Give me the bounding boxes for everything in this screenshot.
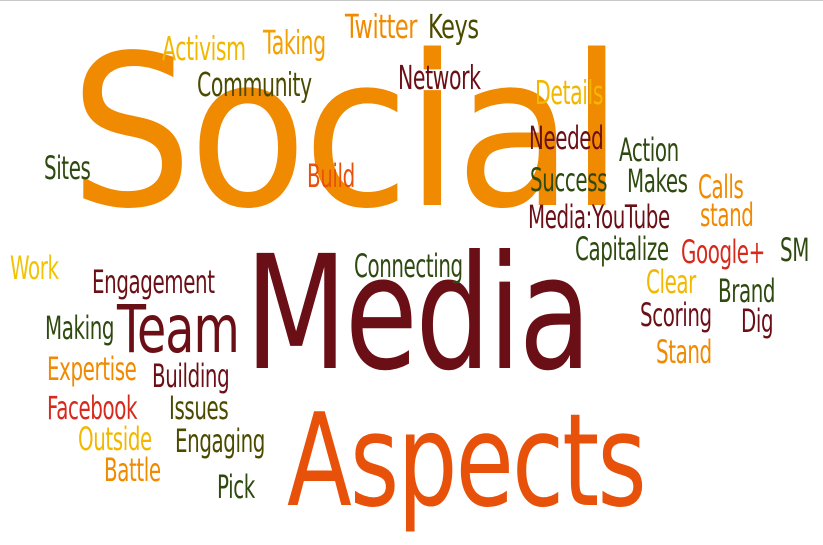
word-success: Success: [530, 161, 608, 199]
word-outside: Outside: [78, 420, 152, 458]
word-clear: Clear: [646, 263, 696, 301]
word-stand-lower: stand: [700, 196, 754, 234]
word-expertise: Expertise: [47, 350, 137, 388]
word-community: Community: [197, 65, 312, 104]
word-brand: Brand: [718, 272, 776, 310]
word-battle: Battle: [104, 451, 161, 489]
word-activism: Activism: [162, 29, 246, 68]
word-build: Build: [307, 157, 355, 195]
word-aspects: Aspects: [287, 387, 647, 536]
word-needed: Needed: [529, 119, 604, 157]
word-building: Building: [152, 357, 230, 395]
word-makes: Makes: [627, 162, 688, 200]
word-taking: Taking: [263, 23, 326, 62]
word-engagement: Engagement: [92, 263, 215, 301]
word-action: Action: [619, 131, 679, 169]
word-social: Social: [70, 10, 623, 255]
word-pick: Pick: [217, 468, 255, 506]
word-issues: Issues: [169, 389, 229, 427]
word-network: Network: [398, 58, 481, 97]
word-team: Team: [117, 291, 240, 368]
word-calls: Calls: [698, 168, 744, 206]
word-media: Media: [245, 222, 591, 406]
word-connecting: Connecting: [354, 247, 463, 285]
word-making: Making: [45, 309, 115, 347]
word-stand: Stand: [656, 333, 712, 371]
word-scoring: Scoring: [640, 296, 712, 334]
word-details: Details: [535, 73, 604, 112]
word-engaging: Engaging: [175, 422, 265, 460]
word-google-plus: Google+: [681, 233, 765, 271]
word-media-youtube: Media:YouTube: [528, 198, 670, 236]
word-sm: SM: [780, 231, 809, 269]
word-dig: Dig: [741, 302, 774, 340]
word-facebook: Facebook: [47, 389, 138, 427]
word-sites: Sites: [44, 149, 91, 187]
word-capitalize: Capitalize: [575, 230, 669, 268]
word-work: Work: [10, 249, 59, 287]
word-twitter: Twitter: [345, 7, 418, 46]
word-keys: Keys: [428, 7, 479, 46]
top-divider: [0, 0, 823, 1]
